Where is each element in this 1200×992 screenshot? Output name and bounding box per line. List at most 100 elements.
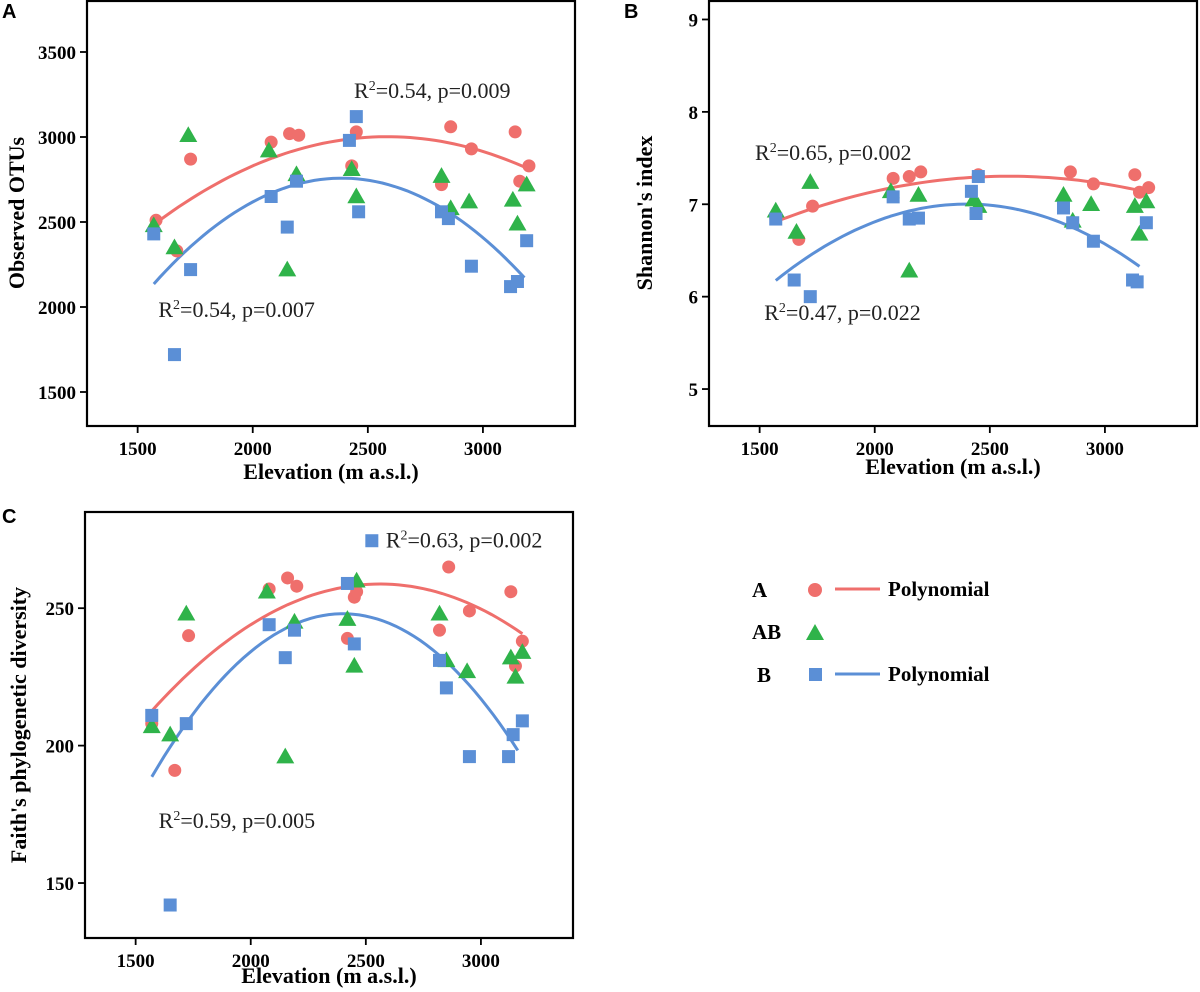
point-b-b [1139,216,1153,230]
point-ab-c [276,747,295,764]
annotation-c-1: R2=0.59, p=0.005 [159,808,316,833]
point-a-b [1142,181,1156,195]
point-ab-a [503,190,522,207]
point-ab-c [430,604,449,621]
point-a-b [1086,177,1100,191]
plot-frame-c [83,510,575,940]
point-a-a [508,125,522,139]
y-tick-label-a: 1500 [38,383,76,404]
fit-line-a-b [775,174,1140,224]
point-a-b [914,165,928,179]
x-axis-title-a: Elevation (m a.s.l.) [243,459,418,484]
annotation-a-1: R2=0.54, p=0.007 [158,297,315,322]
y-tick-label-b: 9 [689,10,699,31]
point-a-a [292,128,306,142]
panel-letter-b: B [624,1,638,23]
point-ab-c [506,667,525,684]
legend-polynomial-b: Polynomial [888,662,990,686]
point-b-c [340,576,354,590]
point-a-a [522,159,536,173]
x-tick-label-c: 2000 [232,951,270,972]
point-b-b [886,190,900,204]
x-axis-title-b: Elevation (m a.s.l.) [865,454,1040,479]
x-tick-label-b: 2500 [971,439,1009,460]
annotation-marker-c [365,534,379,548]
point-b-c [287,623,301,637]
point-a-c [168,763,182,777]
point-b-c [515,714,529,728]
x-tick-label-b: 2000 [856,439,894,460]
legend-label-b: B [757,663,771,687]
point-b-a [464,259,478,273]
x-tick-label-a: 2500 [349,439,387,460]
point-ab-a [347,187,366,204]
point-a-a [184,152,198,166]
point-b-b [1086,234,1100,248]
point-ab-c [458,662,477,679]
x-tick-label-a: 2000 [234,439,272,460]
point-b-a [184,263,198,277]
point-b-c [179,717,193,731]
point-a-c [281,571,295,585]
point-b-b [1066,216,1080,230]
point-b-a [349,110,363,124]
point-b-c [506,728,520,742]
x-tick-label-c: 3000 [462,951,500,972]
point-b-b [911,211,925,225]
y-tick-label-c: 200 [46,737,75,758]
point-ab-a [278,260,297,277]
panel-c: C 1500 2000 2500 3000 150 200 250 R2=0.63, p=0.… [2,506,575,988]
legend-label-a: A [752,578,768,602]
y-tick-label-a: 3500 [38,43,76,64]
point-ab-c [345,656,364,673]
y-tick-label-b: 7 [689,195,699,216]
point-b-b [964,184,978,198]
point-a-b [902,170,916,184]
point-b-c [502,750,516,764]
point-b-c [145,708,159,722]
point-ab-a [165,238,184,255]
point-ab-b [787,222,806,239]
point-a-c [442,560,456,574]
point-a-c [462,604,476,618]
point-b-a [520,234,534,248]
x-tick-label-b: 3000 [1086,439,1124,460]
x-tick-label-c: 1500 [117,951,155,972]
point-b-c [462,750,476,764]
point-b-a [147,227,161,241]
point-a-b [886,171,900,185]
point-ab-a [432,167,451,183]
y-axis-title-b: Shannon's index [632,136,657,291]
point-ab-c [501,648,520,665]
point-ab-c [161,725,180,742]
x-tick-label-a: 3000 [464,439,502,460]
point-ab-a [342,160,361,177]
legend: A Polynomial AB B Polynomial [752,577,990,687]
point-ab-b [1125,197,1144,213]
point-ab-c [338,610,357,626]
point-a-c [515,634,529,648]
annotation-a-0: R2=0.54, p=0.009 [354,78,511,103]
point-b-c [439,681,453,695]
point-ab-b [909,186,928,202]
point-b-b [971,170,985,184]
point-b-b [1056,201,1070,215]
point-ab-c [177,604,196,621]
panel-b: B 1500 2000 2500 3000 5 6 7 8 9 R2=0.65, p=0.002 R… [624,0,1199,479]
point-a-b [1063,165,1077,179]
y-tick-label-b: 5 [689,380,699,401]
point-ab-c [257,582,276,599]
point-ab-c [513,643,532,659]
point-ab-b [801,173,820,189]
fit-line-b-c [150,612,520,778]
panel-a: A 1500 2000 2500 3000 1500 2000 2500 3000 3500 R2… [2,0,577,484]
point-a-b [806,199,820,213]
point-ab-b [1137,192,1156,209]
point-ab-b [1082,195,1101,212]
point-b-b [769,212,783,226]
point-ab-a [259,141,278,158]
point-a-a [464,142,478,156]
point-b-b [1130,275,1144,289]
point-b-b [969,207,983,220]
annotation-c-0: R2=0.63, p=0.002 [386,528,543,553]
